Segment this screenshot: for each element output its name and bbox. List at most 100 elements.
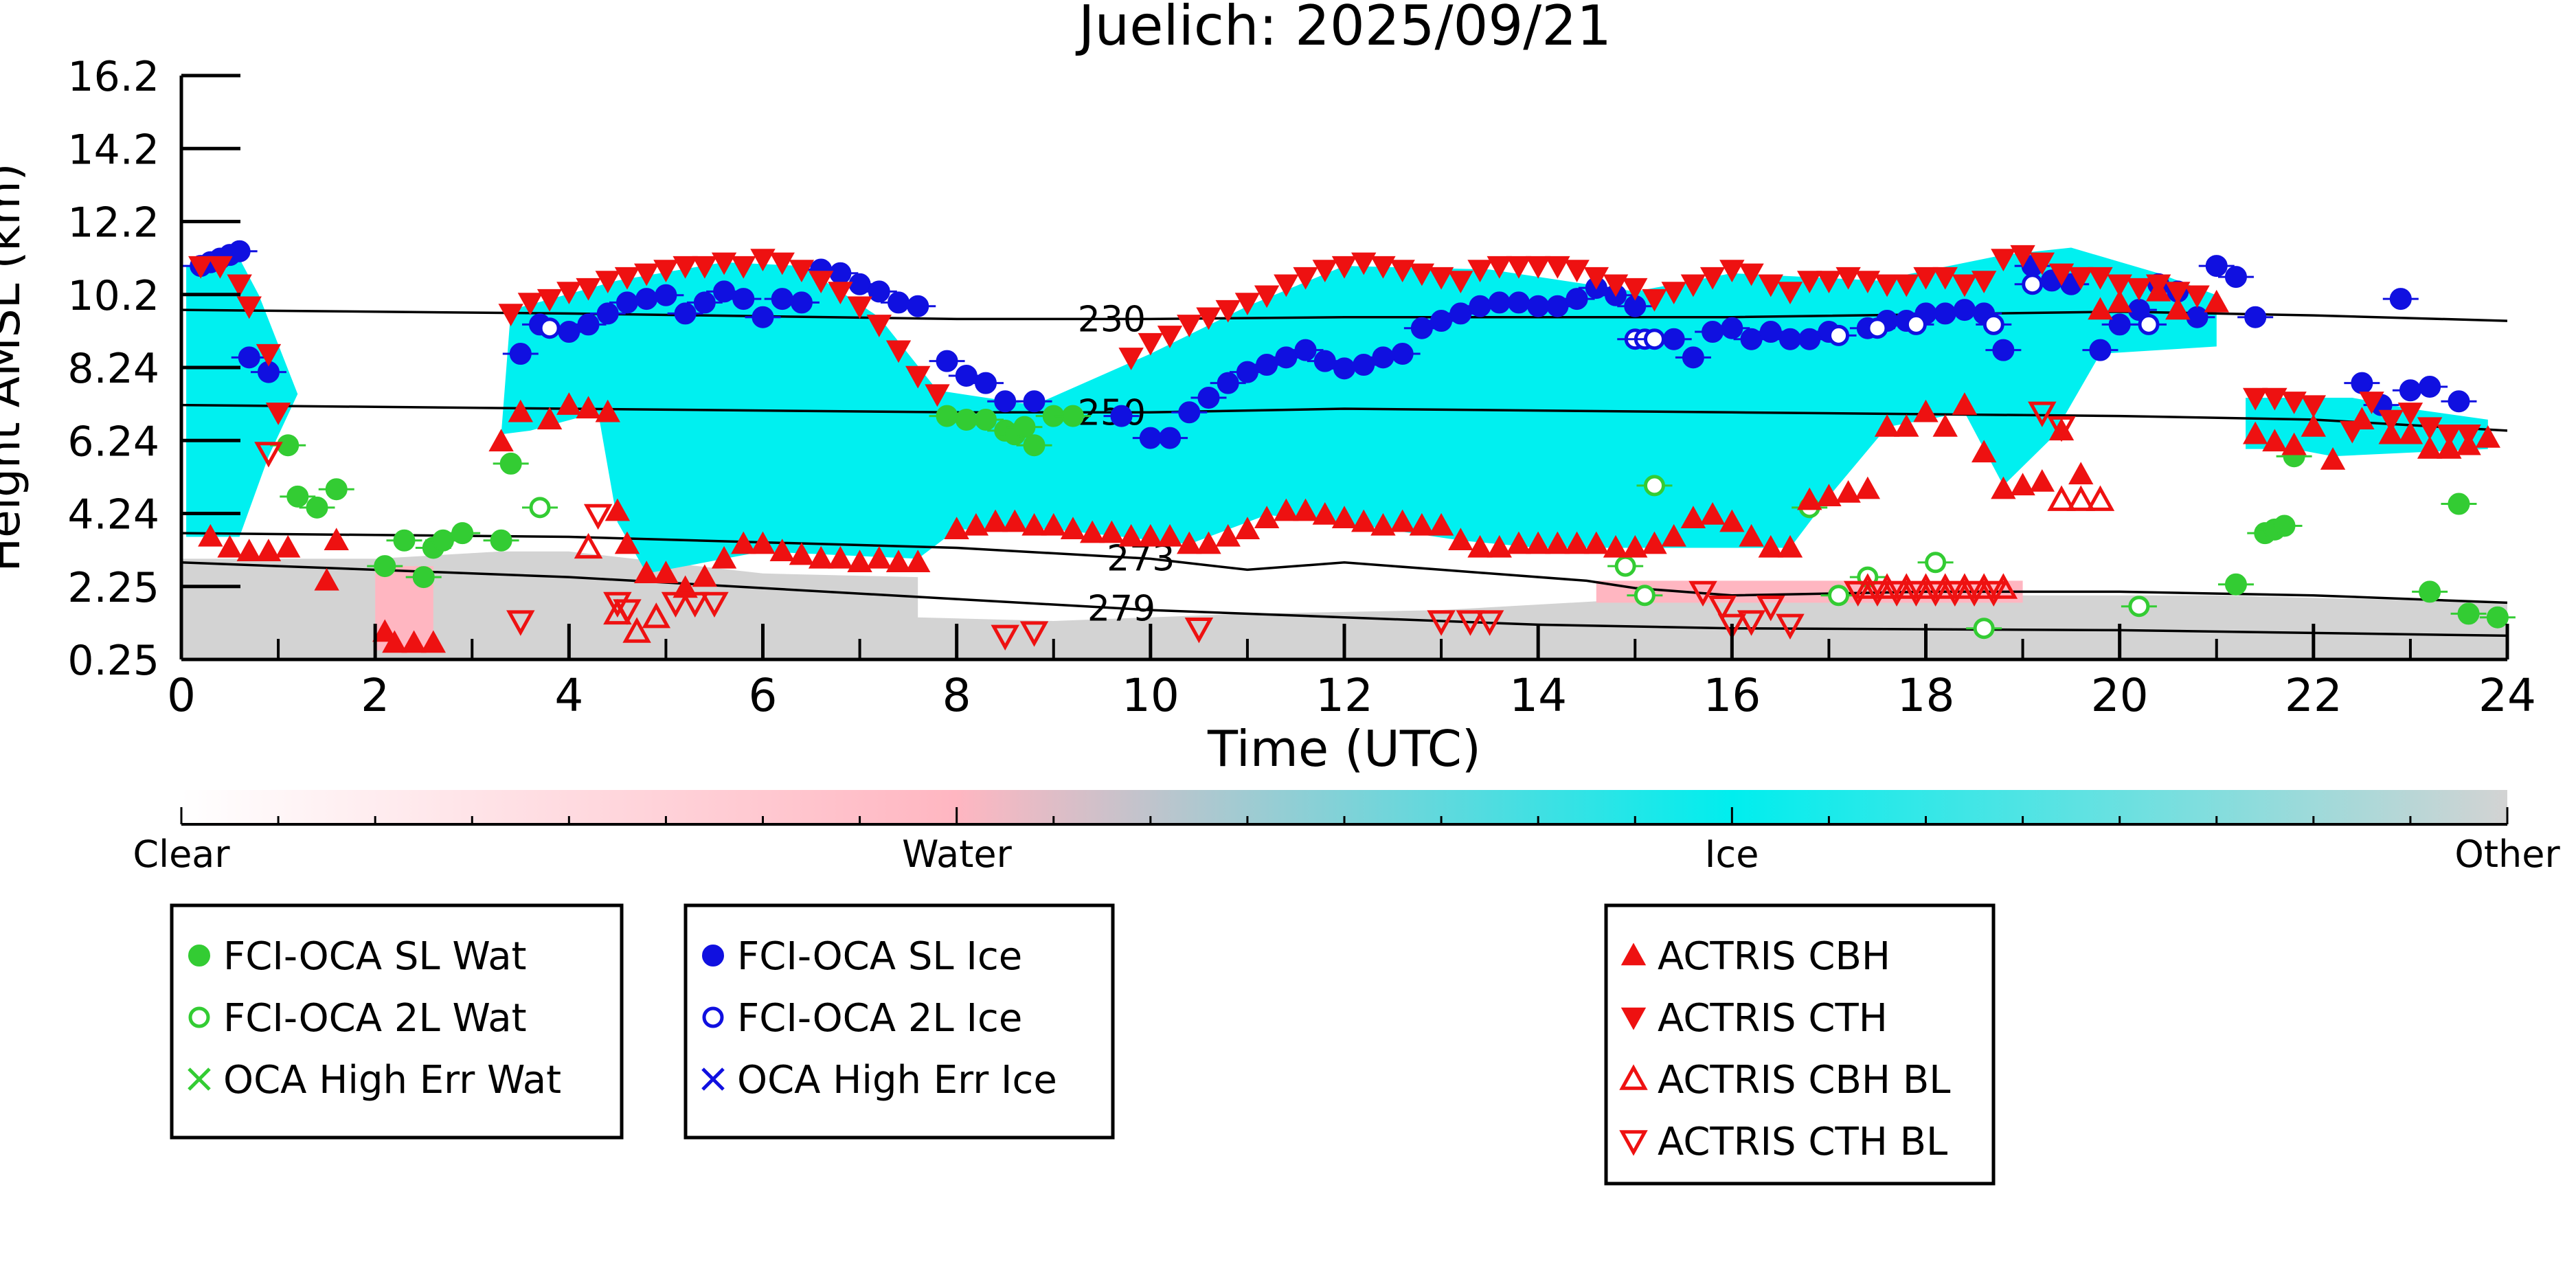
data-point	[382, 630, 407, 653]
data-point	[1391, 343, 1414, 365]
data-point	[2205, 255, 2228, 278]
data-point	[2397, 421, 2424, 444]
data-point	[750, 249, 776, 272]
data-point	[2047, 485, 2076, 511]
data-point	[1721, 317, 1743, 339]
y-tick-label: 6.24	[67, 418, 159, 466]
legend-box	[1604, 903, 1996, 1186]
data-point	[1293, 498, 1318, 521]
data-point	[508, 399, 533, 422]
data-point	[1797, 487, 1822, 510]
data-point	[2262, 387, 2287, 411]
data-point	[1178, 401, 1201, 424]
data-point	[1256, 354, 1278, 376]
data-point	[1969, 573, 1998, 599]
data-point	[2486, 606, 2509, 629]
data-point	[393, 529, 416, 552]
data-point	[2184, 285, 2210, 308]
data-point	[256, 539, 282, 561]
data-point	[1991, 249, 2016, 272]
data-point	[1506, 256, 1532, 279]
data-point	[866, 315, 892, 337]
classification-region	[186, 258, 298, 537]
data-point	[1215, 300, 1241, 323]
data-point	[674, 302, 697, 325]
data-point	[1798, 328, 1821, 350]
data-point	[1905, 313, 1927, 335]
data-point	[2399, 379, 2421, 402]
legend-marker	[188, 1006, 210, 1028]
data-point	[614, 267, 640, 290]
legend-marker	[1619, 1130, 1648, 1156]
data-point	[372, 619, 398, 642]
data-point	[1545, 256, 1570, 279]
data-point	[1756, 596, 1785, 622]
data-point	[1254, 506, 1280, 529]
data-point	[1702, 321, 1724, 343]
data-point	[2089, 339, 2112, 361]
data-point	[2351, 372, 2373, 394]
data-point	[1021, 512, 1047, 536]
data-point	[1110, 405, 1133, 427]
data-point	[1331, 506, 1357, 529]
data-point	[1989, 573, 2018, 599]
data-point	[1019, 621, 1049, 647]
data-point	[1913, 267, 1939, 290]
data-point	[228, 240, 251, 262]
data-point	[198, 523, 223, 547]
data-point	[1973, 618, 1995, 640]
data-point	[2437, 436, 2462, 459]
data-point	[1351, 509, 1377, 532]
data-point	[1159, 427, 1182, 449]
data-point	[490, 529, 512, 552]
data-point	[1293, 267, 1318, 290]
data-point	[1982, 313, 2004, 335]
data-point	[1874, 274, 1900, 297]
data-point	[2242, 387, 2268, 411]
data-point	[2145, 274, 2171, 297]
data-point	[888, 291, 910, 314]
data-point	[499, 452, 522, 475]
data-point	[1952, 392, 1978, 415]
data-point	[2088, 297, 2113, 320]
data-point	[2389, 288, 2412, 310]
data-point	[1835, 267, 1861, 290]
data-point	[693, 291, 716, 314]
data-point	[1953, 299, 1976, 321]
data-point	[752, 306, 774, 328]
legend-label: FCI-OCA 2L Ice	[737, 996, 1022, 1041]
data-point	[1372, 346, 1394, 369]
data-point	[2448, 390, 2470, 413]
data-point	[506, 610, 535, 636]
data-point	[1041, 512, 1066, 536]
data-point	[1138, 523, 1164, 547]
y-tick-label: 0.25	[67, 637, 159, 685]
data-point	[2378, 421, 2404, 444]
colorbar-label-other: Other	[2454, 833, 2560, 876]
data-point	[653, 561, 679, 583]
data-point	[635, 288, 658, 310]
x-tick-label: 16	[1703, 669, 1761, 722]
data-point	[2107, 274, 2132, 297]
data-point	[574, 532, 603, 559]
data-point	[1312, 501, 1337, 525]
legend-label: ACTRIS CBH	[1658, 934, 1890, 979]
data-point	[1894, 274, 1919, 297]
data-point	[1564, 260, 1590, 283]
data-point	[982, 509, 1008, 532]
data-point	[1215, 523, 1241, 547]
data-point	[1487, 256, 1512, 279]
data-point	[1737, 610, 1766, 636]
data-point	[692, 564, 718, 587]
series-actris-cth	[188, 245, 2481, 447]
x-tick-label: 4	[554, 669, 583, 722]
data-point	[265, 403, 291, 425]
data-point	[1758, 534, 1783, 558]
data-point	[1950, 573, 1979, 599]
data-point	[286, 485, 309, 508]
data-point	[905, 365, 931, 389]
data-point	[1197, 386, 1220, 409]
data-point	[866, 545, 892, 569]
data-point	[2437, 425, 2462, 447]
data-point	[536, 289, 563, 312]
